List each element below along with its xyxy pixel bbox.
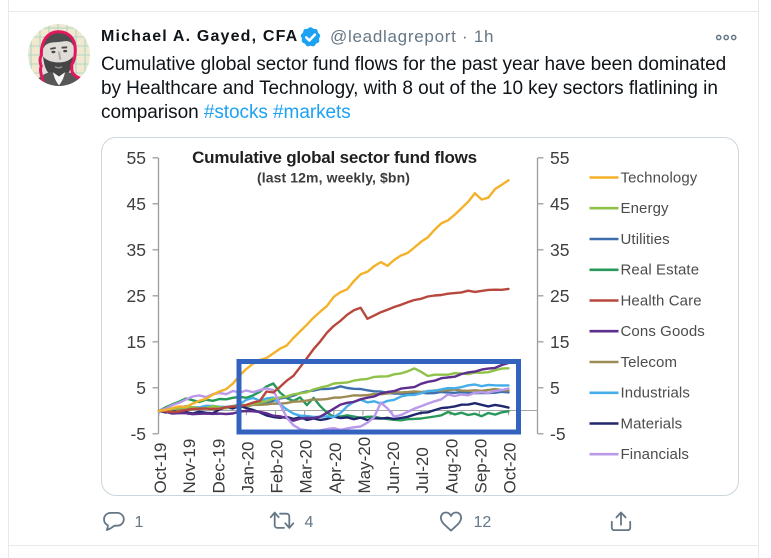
svg-text:Financials: Financials (621, 446, 690, 463)
svg-text:35: 35 (127, 240, 146, 260)
svg-text:Jul-20: Jul-20 (413, 447, 432, 493)
svg-text:Sep-20: Sep-20 (472, 439, 491, 494)
svg-text:Dec-19: Dec-19 (209, 439, 228, 494)
svg-text:Energy: Energy (621, 200, 670, 217)
svg-text:Cons Goods: Cons Goods (621, 323, 705, 340)
svg-text:5: 5 (136, 378, 146, 398)
svg-text:Materials: Materials (621, 415, 683, 432)
svg-text:Aug-20: Aug-20 (442, 439, 461, 494)
svg-text:25: 25 (550, 286, 569, 306)
svg-text:Cumulative global sector fund: Cumulative global sector fund flows (192, 148, 477, 167)
svg-text:Apr-20: Apr-20 (326, 442, 345, 493)
svg-text:15: 15 (127, 332, 146, 352)
svg-text:Telecom: Telecom (621, 354, 678, 371)
svg-text:Nov-19: Nov-19 (180, 439, 199, 494)
svg-text:May-20: May-20 (355, 437, 374, 494)
svg-text:45: 45 (550, 194, 569, 214)
svg-text:45: 45 (127, 194, 146, 214)
svg-text:Jan-20: Jan-20 (239, 442, 258, 494)
svg-text:Real Estate: Real Estate (621, 262, 700, 279)
svg-text:35: 35 (550, 240, 569, 260)
svg-text:25: 25 (127, 286, 146, 306)
svg-text:55: 55 (127, 148, 146, 168)
svg-text:Oct-20: Oct-20 (501, 442, 520, 493)
svg-text:Health Care: Health Care (621, 292, 702, 309)
svg-text:5: 5 (550, 378, 560, 398)
svg-text:Technology: Technology (621, 169, 698, 186)
svg-text:Jun-20: Jun-20 (384, 442, 403, 494)
svg-text:Mar-20: Mar-20 (297, 440, 316, 494)
svg-text:-5: -5 (550, 424, 566, 444)
svg-text:55: 55 (550, 148, 569, 168)
svg-text:Utilities: Utilities (621, 231, 670, 248)
svg-text:15: 15 (550, 332, 569, 352)
svg-text:Industrials: Industrials (621, 385, 690, 402)
svg-text:-5: -5 (130, 424, 146, 444)
svg-text:Feb-20: Feb-20 (268, 440, 287, 494)
svg-text:(last 12m, weekly, $bn): (last 12m, weekly, $bn) (257, 169, 410, 185)
svg-text:Oct-19: Oct-19 (151, 442, 170, 493)
